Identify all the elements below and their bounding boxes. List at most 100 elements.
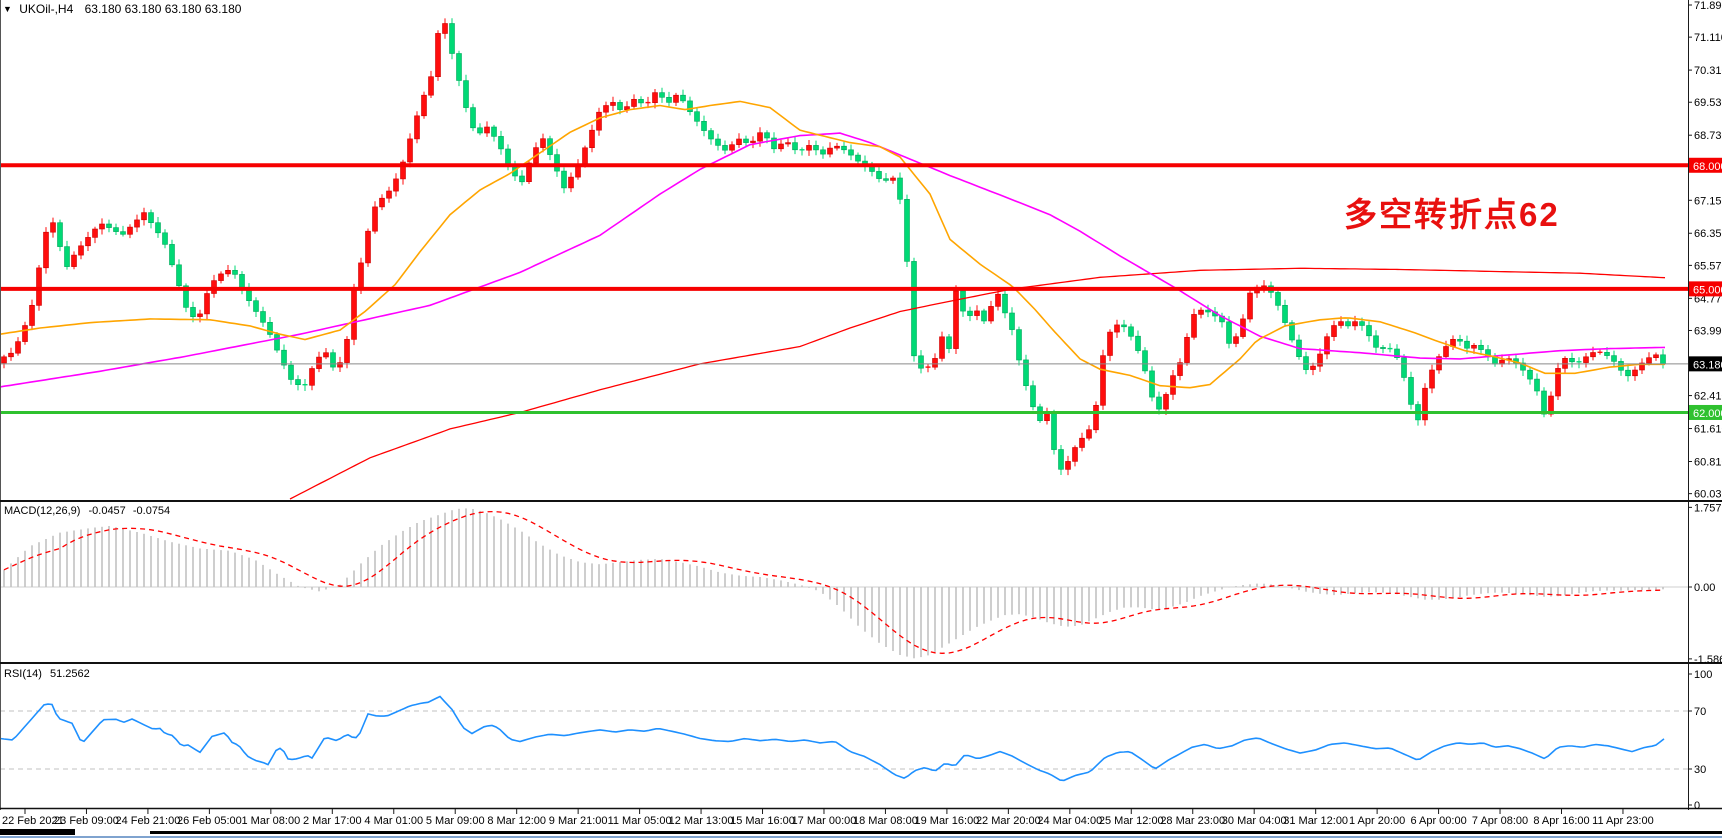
bull-candle [134, 219, 140, 228]
bear-candle [113, 227, 119, 232]
bear-candle [1058, 449, 1064, 470]
bull-candle [673, 94, 679, 103]
bear-candle [470, 107, 476, 129]
bull-candle [806, 145, 812, 151]
bull-candle [834, 145, 840, 149]
bear-candle [666, 97, 672, 103]
bull-candle [1093, 404, 1099, 431]
bull-candle [8, 352, 14, 358]
bull-candle [99, 223, 105, 230]
price-badge-text: 65.000 [1693, 284, 1722, 296]
bull-candle [127, 226, 133, 235]
bull-candle [631, 99, 637, 107]
rsi-name: RSI(14) [4, 668, 42, 680]
bear-candle [1030, 385, 1036, 408]
horizontal-scrollbar-track[interactable] [150, 831, 1722, 834]
time-axis-label: 28 Mar 23:00 [1160, 815, 1225, 827]
bull-candle [323, 352, 329, 358]
price-badge-text: 62.000 [1693, 408, 1722, 420]
time-axis-label: 11 Mar 05:00 [608, 815, 672, 827]
bull-candle [351, 288, 357, 340]
bull-candle [1646, 357, 1652, 364]
bull-candle [372, 206, 378, 232]
bull-candle [652, 92, 658, 103]
time-axis-label: 1 Apr 20:00 [1349, 815, 1405, 827]
bull-candle [540, 138, 546, 148]
symbol-dropdown-icon[interactable]: ▼ [3, 4, 12, 14]
bear-candle [120, 231, 126, 235]
price-axis-label: 67.150 [1694, 195, 1722, 207]
bear-candle [617, 102, 623, 110]
bull-candle [750, 140, 756, 143]
price-axis-label: 70.310 [1694, 65, 1722, 77]
price-badge-bg [1689, 404, 1722, 420]
time-axis-label: 23 Feb 09:00 [54, 815, 119, 827]
bull-candle [141, 212, 147, 221]
ma-fast-orange-line [0, 100, 1665, 389]
macd-signal-value: -0.0754 [132, 505, 171, 517]
bear-candle [841, 145, 847, 151]
bull-candle [379, 197, 385, 208]
horizontal-scrollbar-thumb[interactable] [0, 829, 75, 835]
time-axis-label: 1 Mar 08:00 [241, 815, 300, 827]
rsi-indicator-label: RSI(14) 51.2562 [4, 668, 90, 680]
time-axis-label: 6 Apr 00:00 [1410, 815, 1466, 827]
main-price-panel [0, 18, 1688, 500]
time-axis-label: 30 Mar 04:00 [1222, 815, 1287, 827]
bull-candle [484, 126, 490, 134]
bear-candle [1394, 348, 1400, 358]
bear-candle [1534, 378, 1540, 392]
price-axis-label: 68.730 [1694, 130, 1722, 142]
bull-candle [939, 336, 945, 359]
bull-candle [1583, 356, 1589, 363]
bull-candle [1562, 357, 1568, 369]
bear-candle [1541, 390, 1547, 415]
bull-candle [1429, 369, 1435, 389]
bull-candle [785, 142, 791, 145]
price-badge-63.180: 63.180 [1689, 356, 1722, 372]
bear-candle [64, 246, 70, 267]
bear-candle [1401, 357, 1407, 378]
bear-candle [155, 222, 161, 234]
bull-candle [1079, 437, 1085, 448]
time-axis-label: 9 Mar 21:00 [549, 815, 608, 827]
bear-candle [1345, 321, 1351, 327]
bear-candle [253, 300, 259, 312]
bear-candle [183, 285, 189, 308]
bull-candle [337, 362, 343, 368]
bull-candle [197, 313, 203, 317]
bull-candle [1065, 461, 1071, 470]
price-axis-label: 62.410 [1694, 391, 1722, 403]
bull-candle [393, 178, 399, 192]
ma-mid-magenta-line [0, 132, 1666, 388]
bear-candle [715, 138, 721, 146]
bull-candle [50, 222, 56, 233]
time-axis-label: 4 Mar 01:00 [364, 815, 423, 827]
bear-candle [1051, 413, 1057, 450]
bull-candle [407, 138, 413, 163]
macd-name: MACD(12,26,9) [4, 505, 81, 517]
bull-candle [1310, 365, 1316, 370]
bear-candle [274, 334, 280, 351]
bull-candle [568, 176, 574, 189]
bull-candle [15, 341, 21, 354]
time-axis-label: 24 Feb 21:00 [115, 815, 180, 827]
bull-candle [1338, 321, 1344, 326]
bull-candle [435, 33, 441, 78]
time-axis-label: 17 Mar 00:00 [792, 815, 857, 827]
bull-candle [204, 293, 210, 315]
price-axis-label: 63.990 [1694, 325, 1722, 337]
time-axis-label: 31 Mar 12:00 [1283, 815, 1348, 827]
time-axis-label: 24 Mar 04:00 [1037, 815, 1102, 827]
bear-candle [519, 175, 525, 183]
bull-candle [78, 245, 84, 256]
bear-candle [1002, 293, 1008, 314]
bull-candle [1044, 413, 1050, 421]
time-axis-label: 8 Mar 12:00 [487, 815, 546, 827]
bull-candle [442, 23, 448, 34]
bear-candle [813, 145, 819, 151]
bull-candle [1324, 336, 1330, 355]
bear-candle [855, 154, 861, 162]
